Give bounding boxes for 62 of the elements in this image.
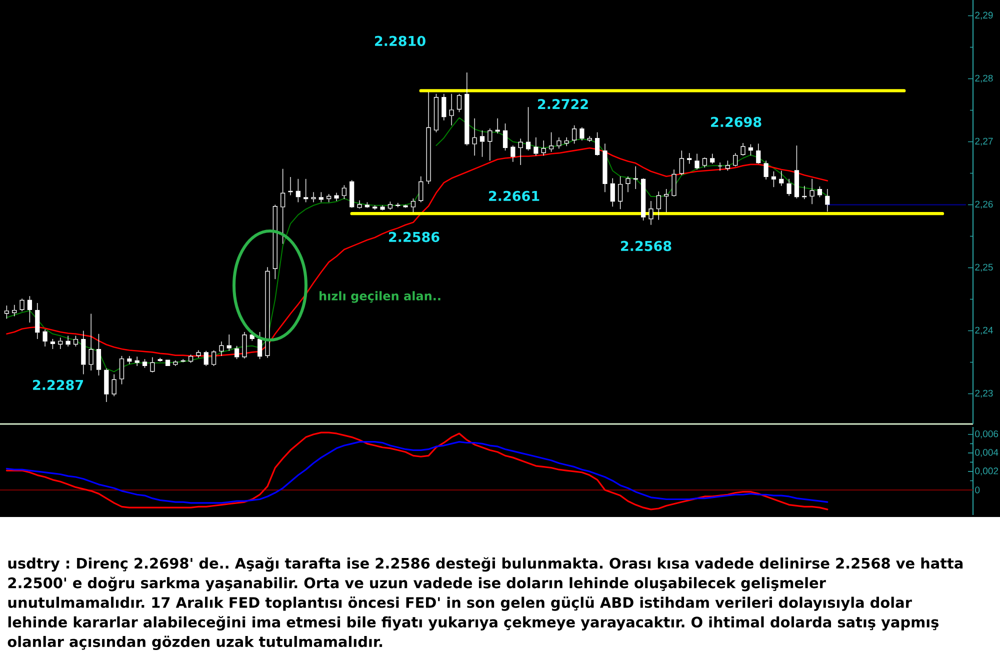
- candlestick: [311, 192, 316, 203]
- candlestick: [357, 200, 362, 208]
- candlestick: [810, 178, 814, 204]
- candlestick: [672, 169, 676, 196]
- candlestick: [534, 136, 538, 156]
- candlestick: [580, 126, 584, 141]
- y-tick-label: 2,28: [975, 74, 993, 83]
- candlestick: [165, 360, 170, 366]
- candlestick: [464, 72, 470, 146]
- annotation: hızlı geçilen alan..: [320, 291, 440, 303]
- candlestick: [334, 192, 339, 202]
- y-tick-label: 0,002: [975, 468, 998, 476]
- candlestick: [488, 128, 492, 161]
- candlestick: [510, 145, 516, 162]
- candlestick: [280, 168, 286, 244]
- annotation: 2.2698: [711, 116, 762, 128]
- candlestick: [556, 136, 562, 150]
- candlestick: [173, 360, 178, 366]
- candlestick: [626, 176, 630, 192]
- candlestick: [127, 356, 132, 364]
- text: usdtry : Direnç 2.2698' de.. Aşağı tarafta ise 2.2586 desteği bulunmakta. Orası kısa vadede delinirse 2.2568 ve hatta 2.2500' e doğru sarkma yaşanabilir. Orta ve uzun vadede ise doların lehinde oluşabilecek gelişmeler unutulmamalıdır. 17 Aralık FED toplantısı öncesi FED' in son gelen güçlü ABD istihdam verileri dolayısıyla dolar lehinde kararlar alabileceğini ima etmesi bile fiyatı yukarıya çekmeye yarayacaktır. O ihtimal dolarda satış yapmış olanlar açısından gözden uzak tutulmamalıdır.: [8, 557, 963, 650]
- candlestick: [602, 143, 608, 192]
- candlestick: [134, 356, 140, 366]
- candlestick: [66, 335, 70, 347]
- annotation: 2.2287: [33, 380, 83, 390]
- y-tick-label: 0,004: [975, 449, 998, 457]
- candlestick: [150, 356, 155, 372]
- y-tick-label: 2,27: [975, 138, 993, 146]
- candlestick: [242, 332, 247, 359]
- candlestick: [648, 200, 654, 226]
- y-tick-label: 2,23: [975, 390, 993, 398]
- candlestick: [219, 341, 224, 356]
- candlestick: [426, 92, 431, 184]
- annotation: 2.2586: [389, 232, 440, 242]
- candlestick: [764, 160, 768, 180]
- candlestick: [472, 118, 477, 156]
- candlestick: [88, 313, 94, 371]
- candlestick: [740, 142, 746, 155]
- candlestick: [449, 94, 454, 126]
- candlestick: [380, 205, 385, 210]
- candlestick: [265, 266, 270, 358]
- y-tick-label: 2,29: [975, 12, 993, 20]
- y-tick-label: 2,25: [975, 264, 993, 272]
- candlestick: [196, 350, 201, 358]
- candlestick: [81, 330, 86, 375]
- annotation: 2.2568: [621, 240, 672, 252]
- candlestick: [112, 374, 116, 397]
- candlestick: [104, 368, 109, 402]
- y-tick-label: 0: [975, 486, 980, 494]
- annotation: 2.2810: [375, 36, 426, 46]
- annotation: 2.2661: [489, 190, 540, 202]
- candlestick: [694, 153, 700, 170]
- candlestick: [42, 329, 48, 347]
- candlestick: [786, 178, 792, 196]
- y-tick-label: 0,006: [975, 430, 998, 438]
- y-tick-label: 2,26: [975, 200, 993, 209]
- y-tick-label: 2,24: [975, 326, 993, 335]
- candlestick: [20, 298, 24, 312]
- candlestick: [288, 176, 293, 196]
- candlestick: [825, 188, 830, 212]
- candlestick: [518, 138, 523, 166]
- annotation: 2.2722: [538, 98, 588, 109]
